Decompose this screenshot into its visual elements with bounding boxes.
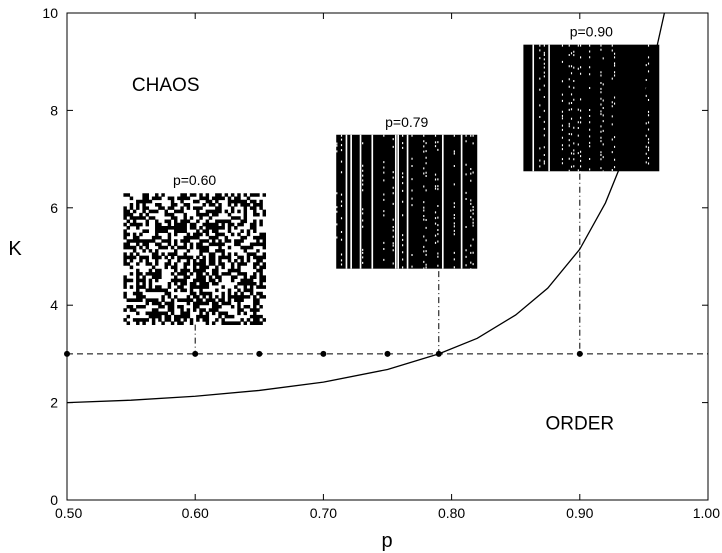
inset-patterns [123, 44, 660, 325]
x-tick-label-1: 0.50 [55, 505, 82, 521]
plot-frame [66, 12, 709, 501]
inset-label-1: p=0.60 [173, 172, 216, 188]
y-tick-label-6: 10 [42, 5, 58, 21]
x-tick-label-4: 0.80 [438, 505, 465, 521]
drop-lines [194, 173, 581, 354]
marked-point-6 [435, 350, 442, 357]
critical-curve [66, 12, 666, 404]
inset-label-2: p=0.79 [385, 114, 428, 130]
y-tick-label-5: 8 [50, 102, 58, 118]
inset-label-3: p=0.90 [570, 24, 613, 40]
region-label-order: ORDER [545, 413, 614, 434]
inset-pattern-3 [523, 44, 660, 172]
y-axis-title: K [8, 238, 22, 260]
y-tick-label-4: 6 [50, 200, 58, 216]
marked-points [64, 350, 583, 357]
x-tick-label-6: 1.00 [693, 505, 720, 521]
x-tick-label-2: 0.60 [182, 505, 209, 521]
marked-point-4 [320, 350, 327, 357]
marked-point-7 [576, 350, 583, 357]
x-tick-label-3: 0.70 [310, 505, 337, 521]
marked-point-1 [64, 350, 70, 357]
x-tick-label-5: 0.90 [566, 505, 593, 521]
marked-point-5 [384, 350, 391, 357]
y-tick-label-3: 4 [50, 297, 58, 313]
critical-curve-group [66, 12, 666, 404]
marked-point-2 [192, 350, 199, 357]
axis-ticks: 0.50 0.60 0.70 0.80 0.90 1.00 0 2 4 6 8 10 [42, 5, 720, 521]
inset-pattern-1 [123, 193, 267, 325]
region-label-chaos: CHAOS [132, 75, 200, 96]
y-tick-label-2: 2 [50, 395, 58, 411]
marked-point-3 [256, 350, 263, 357]
y-tick-label-1: 0 [50, 492, 58, 508]
axis-labels: p=0.60 p=0.79 p=0.90 CHAOS ORDER [132, 24, 614, 435]
inset-pattern-2 [336, 134, 478, 269]
x-axis-title: p [381, 530, 392, 552]
